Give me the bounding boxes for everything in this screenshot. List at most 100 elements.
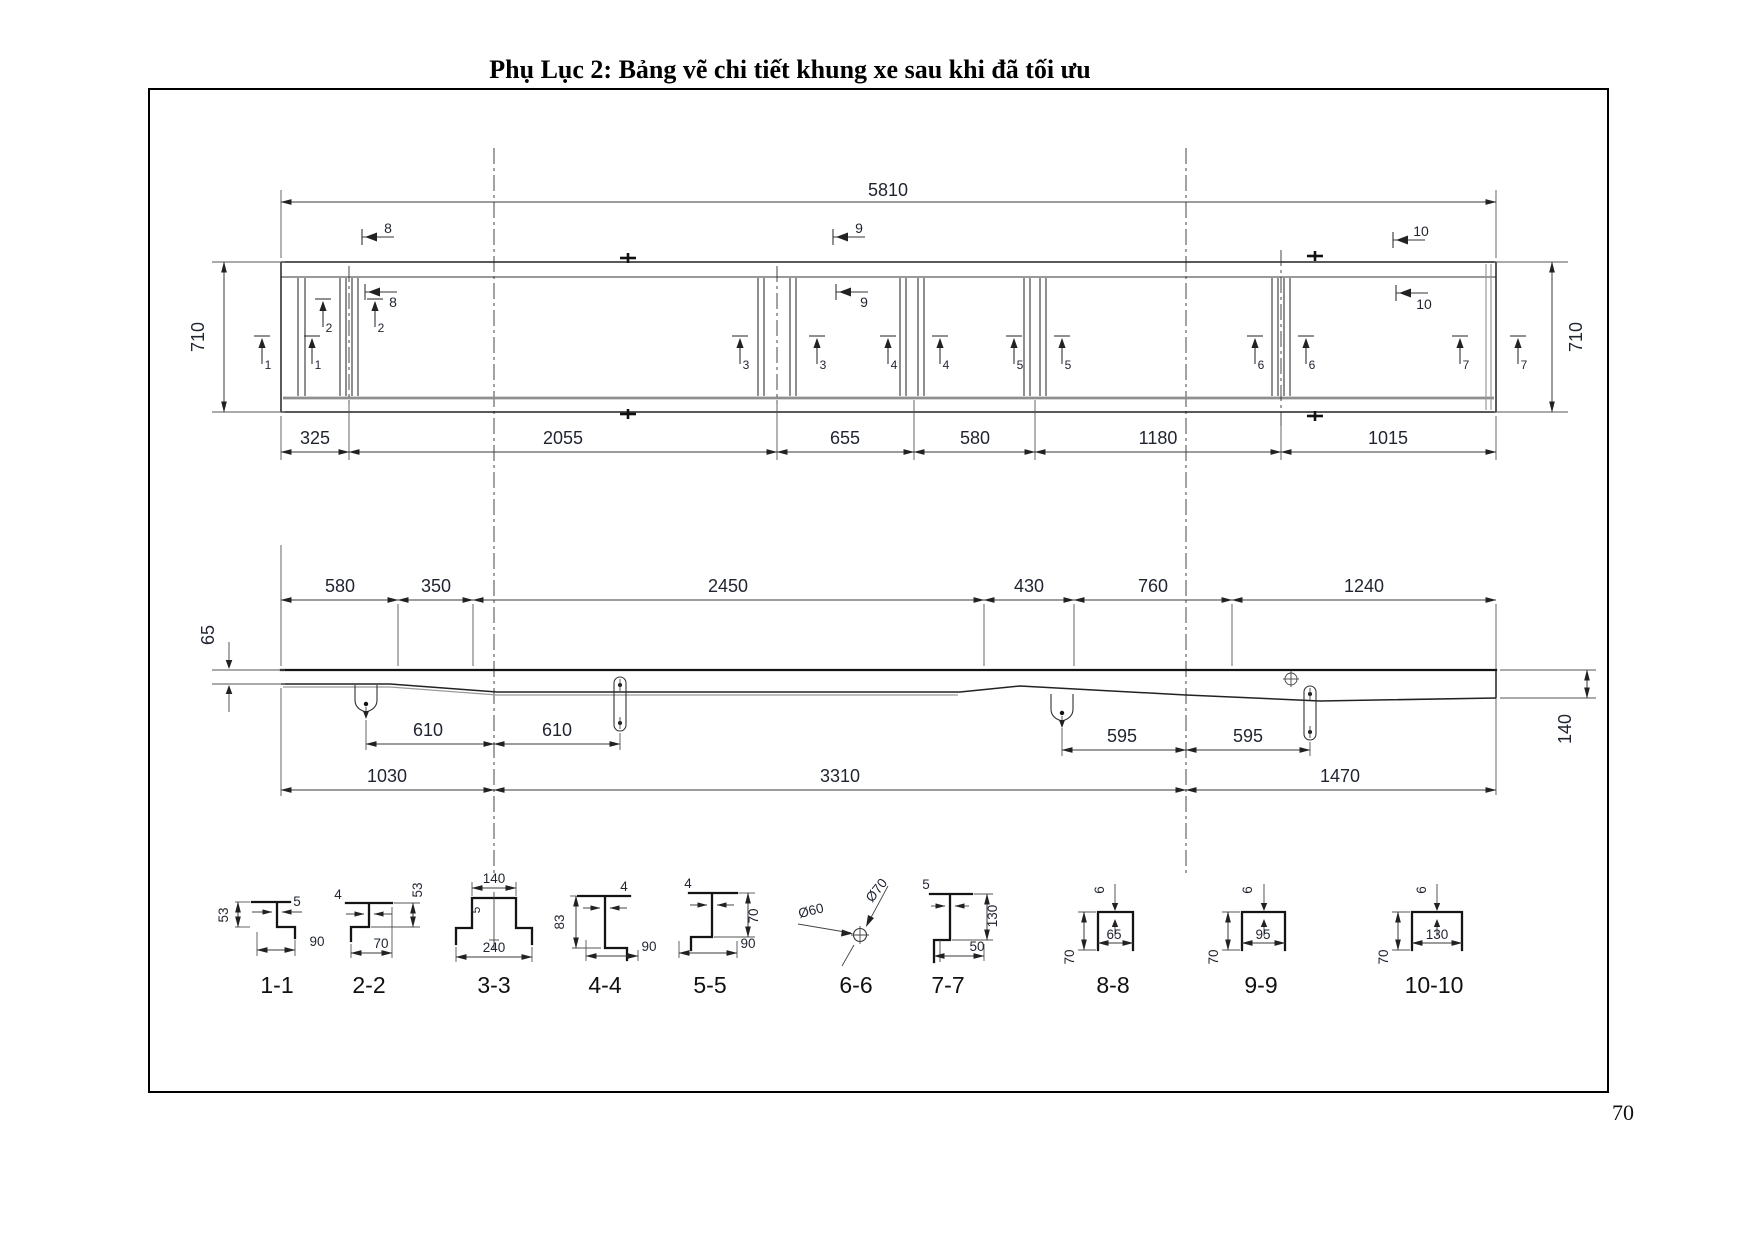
arrow-5a: 5	[1006, 335, 1024, 372]
side-view: 580 350 2450 430 760 1240 65	[198, 545, 1596, 796]
dim-140: 140	[483, 871, 506, 886]
hole-symbol	[1283, 671, 1299, 687]
dim-240: 240	[483, 940, 506, 955]
svg-text:2: 2	[326, 321, 333, 335]
arrow-2a: 2	[315, 298, 333, 335]
plan-view: 5810 710 710	[188, 148, 1586, 876]
svg-text:3: 3	[820, 358, 827, 372]
dim-655: 655	[830, 428, 860, 448]
side-dim-chain-top: 580 350 2450 430 760 1240	[280, 545, 1497, 795]
dim-5: 5	[469, 906, 483, 913]
dim-5: 5	[922, 877, 930, 892]
section-view-arrows: 1 1 2 2 3 3 4 4 5 5 6 6 7 7	[254, 298, 1528, 372]
section-label-9-9: 9-9	[1244, 972, 1277, 998]
arrow-4b: 4	[932, 335, 950, 372]
dim-760: 760	[1138, 576, 1168, 596]
side-dim-chain-bottom: 1030 3310 1470	[280, 688, 1497, 796]
dim-4: 4	[684, 876, 692, 891]
dim-53: 53	[216, 907, 231, 922]
dim-70: 70	[1062, 949, 1077, 964]
dim-90: 90	[309, 934, 324, 949]
dim-dia60: Ø60	[797, 900, 825, 921]
dim-430: 430	[1014, 576, 1044, 596]
section-7-7: 5 130 50 7-7	[922, 877, 1000, 998]
svg-text:4: 4	[891, 358, 898, 372]
section-label-3-3: 3-3	[477, 972, 510, 998]
dim-140: 140	[1555, 714, 1575, 744]
dim-2055: 2055	[543, 428, 583, 448]
dim-6: 6	[1240, 886, 1255, 894]
svg-text:1: 1	[315, 358, 322, 372]
svg-text:4: 4	[943, 358, 950, 372]
drawing-border	[148, 88, 1609, 1093]
dim-1180: 1180	[1139, 428, 1178, 448]
dim-70: 70	[373, 936, 388, 951]
dim-710-right: 710	[1566, 322, 1586, 352]
dim-6: 6	[1092, 886, 1107, 894]
arrow-7b: 7	[1510, 335, 1528, 372]
cut-mark-9-upper: 9	[832, 220, 865, 245]
section-5-5: 4 70 90 5-5	[678, 876, 761, 998]
arrow-3b: 3	[809, 335, 827, 372]
dim-53: 53	[410, 882, 425, 897]
arrow-1a: 1	[254, 335, 272, 372]
dim-95: 95	[1255, 927, 1270, 942]
section-label-2-2: 2-2	[352, 972, 385, 998]
cut-label-8: 8	[384, 220, 392, 236]
dim-front-spring: 610 610	[365, 720, 621, 750]
plan-cross-members	[297, 250, 1291, 426]
cut-mark-8-lower: 8	[364, 284, 397, 310]
svg-text:6: 6	[1258, 358, 1265, 372]
plan-side-rails	[280, 261, 1497, 413]
cut-label-8: 8	[389, 294, 397, 310]
section-label-4-4: 4-4	[588, 972, 621, 998]
cut-label-10: 10	[1413, 223, 1429, 239]
dim-frame-width-left: 710	[188, 261, 285, 413]
page-number: 70	[1612, 1100, 1634, 1125]
cut-mark-9-lower: 9	[835, 284, 868, 310]
cut-marks: 8 8 9 9	[361, 220, 1432, 312]
dim-1470: 1470	[1320, 766, 1360, 786]
dim-610a: 610	[413, 720, 443, 740]
arrow-5b: 5	[1054, 335, 1072, 372]
section-label-5-5: 5-5	[693, 972, 726, 998]
dim-1030: 1030	[367, 766, 407, 786]
dim-overall-length: 5810	[280, 180, 1497, 258]
front-spring-front-hanger	[354, 685, 378, 719]
section-3-3: 140 5 240 3-3	[454, 871, 534, 998]
section-6-6: Ø60 Ø70 6-6	[797, 876, 891, 998]
cut-label-10: 10	[1416, 296, 1432, 312]
svg-text:7: 7	[1521, 358, 1528, 372]
dim-130: 130	[1426, 927, 1449, 942]
svg-text:7: 7	[1463, 358, 1470, 372]
dim-65: 65	[198, 625, 218, 645]
section-label-8-8: 8-8	[1096, 972, 1129, 998]
arrow-2b: 2	[367, 298, 385, 335]
bolt-symbols	[620, 251, 1323, 421]
dim-rear-spring: 595 595	[1061, 726, 1311, 756]
svg-text:1: 1	[265, 358, 272, 372]
section-label-10-10: 10-10	[1405, 972, 1464, 998]
dim-710-left: 710	[188, 322, 208, 352]
svg-text:5: 5	[1065, 358, 1072, 372]
section-10-10: 6 70 130 10-10	[1376, 884, 1463, 998]
section-1-1: 53 5 90 1-1	[216, 894, 325, 998]
dim-90: 90	[641, 939, 656, 954]
side-rail-profile	[279, 668, 1498, 702]
dim-3310: 3310	[820, 766, 860, 786]
dim-595a: 595	[1107, 726, 1137, 746]
arrow-4a: 4	[880, 335, 898, 372]
rear-spring-front-hanger	[1050, 694, 1074, 728]
cross-sections: 53 5 90 1-1 4 53 70 2-2	[216, 871, 1463, 998]
dim-6: 6	[1414, 886, 1429, 894]
dim-595b: 595	[1233, 726, 1263, 746]
section-label-1-1: 1-1	[260, 972, 293, 998]
dim-350: 350	[421, 576, 451, 596]
section-2-2: 4 53 70 2-2	[334, 882, 425, 998]
dim-70: 70	[1206, 949, 1221, 964]
dim-1015: 1015	[1368, 428, 1408, 448]
front-spring-shackle	[613, 676, 627, 732]
dim-90: 90	[740, 936, 755, 951]
cut-label-9: 9	[860, 294, 868, 310]
